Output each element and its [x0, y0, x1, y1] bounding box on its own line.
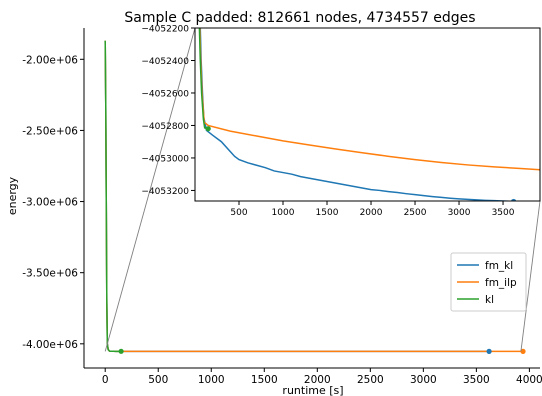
y-axis-label: energy [6, 176, 19, 215]
inset-x-tick-label: 1000 [272, 208, 295, 218]
main-y-ticks: -2.00e+06 -2.50e+06 -3.00e+06 -3.50e+06 -4.0… [22, 54, 84, 351]
main-x-ticks: 0 500 1000 1500 2000 2500 3000 3500 4000 [102, 368, 542, 386]
inset-x-tick-label: 500 [230, 208, 247, 218]
x-axis-label: runtime [s] [282, 384, 343, 396]
main-y-tick-label: -2.00e+06 [22, 54, 78, 66]
chart-title: Sample C padded: 812661 nodes, 4734557 e… [124, 10, 475, 26]
inset-end-marker-fm_kl [511, 198, 517, 201]
inset-connector-right [520, 200, 541, 352]
main-y-tick-label: -2.50e+06 [22, 125, 78, 137]
main-x-tick-label: 4000 [516, 374, 542, 386]
inset-x-ticks: 500 1000 1500 2000 2500 3000 3500 [230, 201, 515, 218]
main-series-line-kl [104, 40, 122, 353]
legend-label-fm_ilp: fm_ilp [485, 277, 517, 289]
main-x-tick-label: 1500 [251, 374, 278, 386]
main-x-tick-label: 500 [148, 374, 168, 386]
legend-box [450, 252, 527, 312]
main-end-marker-kl [118, 348, 124, 354]
inset-connector-lines [104, 27, 541, 352]
inset-x-tick-label: 3500 [492, 208, 515, 218]
inset-y-tick-label: −4052600 [141, 89, 189, 99]
inset-x-tick-label: 1500 [316, 208, 339, 218]
inset-x-tick-label: 3000 [448, 208, 471, 218]
main-axes: 0 500 1000 1500 2000 2500 3000 3500 4000 -2.00e+… [22, 28, 542, 386]
inset-background [195, 28, 540, 201]
main-x-tick-label: 2500 [357, 374, 384, 386]
inset-y-ticks: −4052200 −4052400 −4052600 −4052800 −4053000… [141, 25, 195, 197]
inset-y-tick-label: −4052400 [141, 57, 189, 67]
main-end-marker-fm_kl [486, 348, 492, 354]
inset-y-tick-label: −4052800 [141, 122, 189, 132]
inset-plot-area [198, 28, 540, 201]
main-y-tick-label: -3.00e+06 [22, 197, 78, 209]
inset-connector-left [104, 27, 196, 352]
main-x-tick-label: 0 [102, 374, 109, 386]
main-end-marker-fm_ilp [520, 348, 526, 354]
legend-label-fm_kl: fm_kl [485, 260, 513, 272]
inset-frame [194, 27, 541, 202]
inset-end-marker-kl [205, 126, 211, 132]
inset-y-tick-label: −4053200 [141, 187, 189, 197]
main-x-tick-label: 2000 [304, 374, 331, 386]
inset-y-tick-label: −4052200 [141, 25, 189, 35]
inset-axes: 500 1000 1500 2000 2500 3000 3500 −4052200−405… [141, 25, 541, 218]
main-x-tick-label: 1000 [198, 374, 225, 386]
inset-series-line-kl [198, 28, 209, 130]
main-plot-area [104, 40, 526, 354]
inset-x-tick-label: 2000 [360, 208, 383, 218]
inset-series-line-fm_ilp [199, 28, 540, 171]
main-x-tick-label: 3000 [410, 374, 437, 386]
inset-x-tick-label: 2500 [404, 208, 427, 218]
main-y-tick-label: -3.50e+06 [22, 268, 78, 280]
main-y-tick-label: -4.00e+06 [22, 339, 78, 351]
inset-y-tick-label: −4053000 [141, 154, 189, 164]
main-x-tick-label: 3500 [463, 374, 490, 386]
legend-label-kl: kl [485, 294, 494, 306]
